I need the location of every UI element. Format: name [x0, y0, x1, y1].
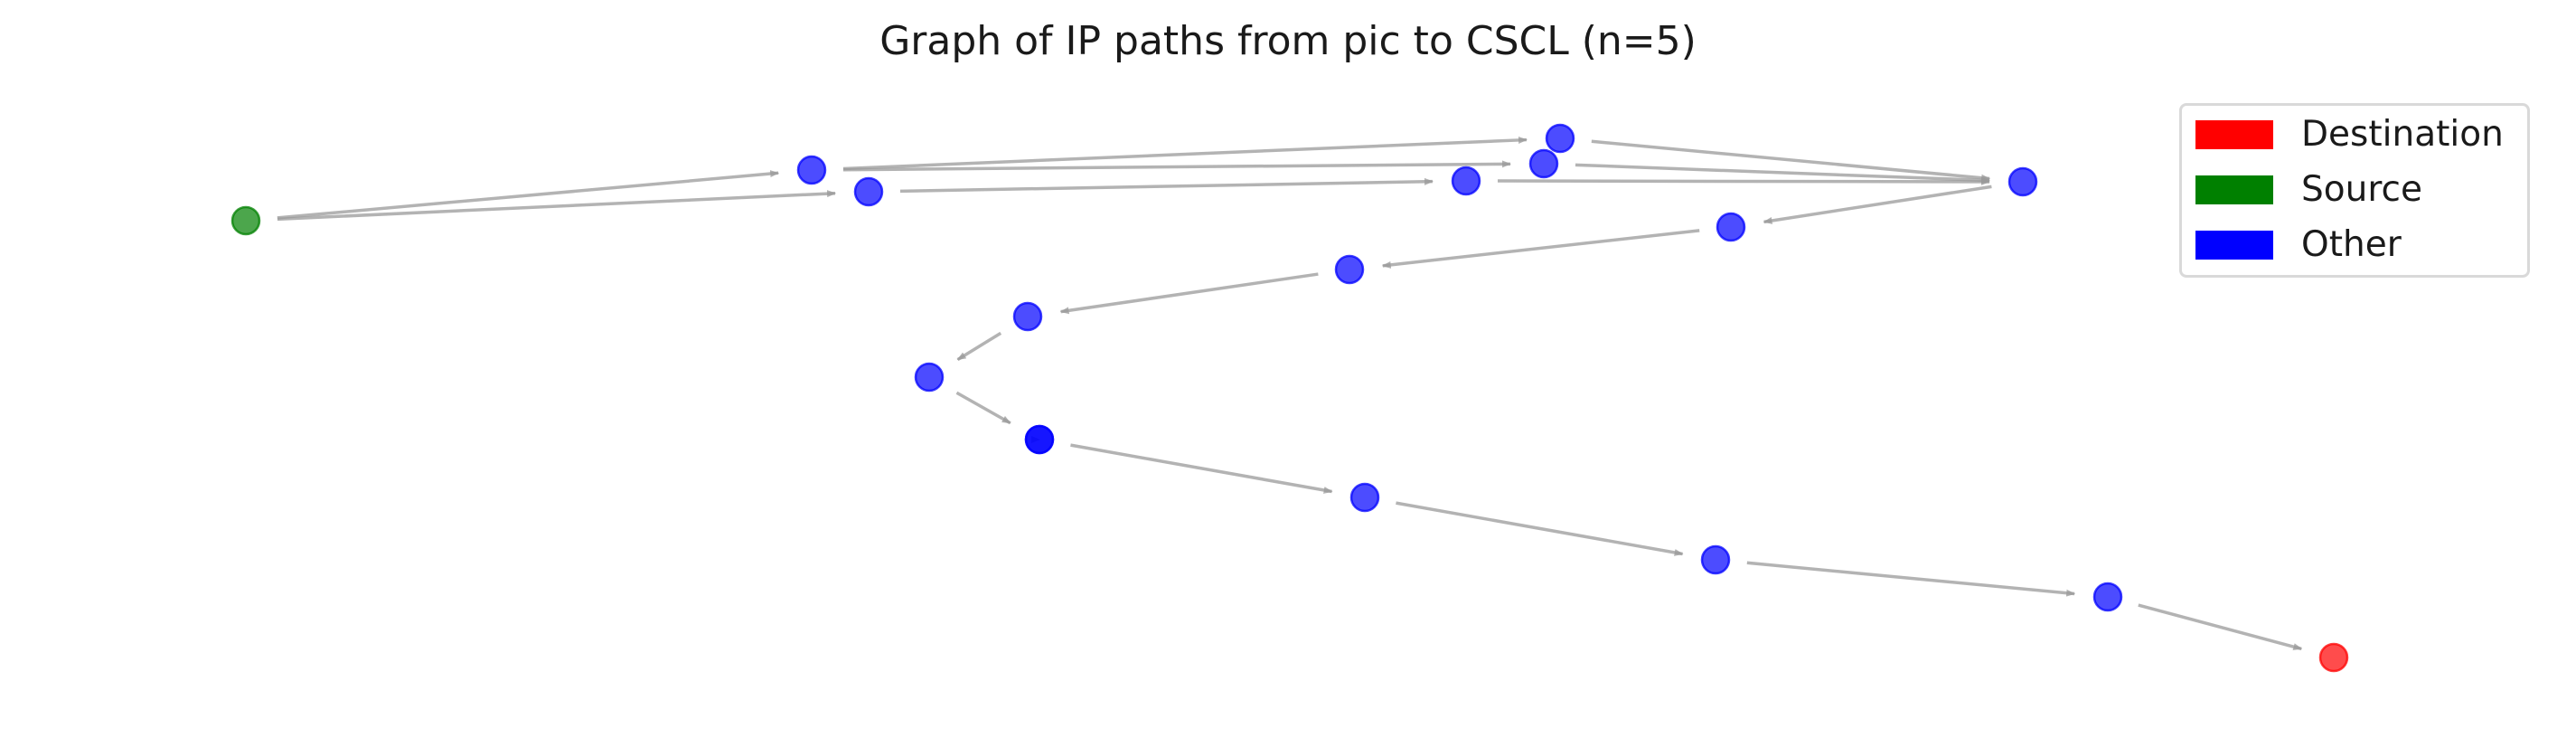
edge-source-to-n1 — [277, 170, 780, 220]
legend-swatch-source — [2195, 175, 2273, 204]
edge-n4-to-n6 — [1575, 163, 1991, 184]
edge-n1-to-n4 — [842, 160, 1512, 172]
node-other-n8 — [1334, 254, 1365, 285]
edge-n3-to-n6 — [1591, 139, 1991, 182]
edge-n14-to-n15 — [1746, 561, 2076, 597]
edge-n1-to-n3 — [842, 136, 1528, 171]
node-other-n6 — [2007, 166, 2038, 197]
edge-source-to-n2 — [277, 190, 837, 222]
legend-label-other: Other — [2301, 224, 2402, 265]
legend-swatch-other — [2195, 231, 2273, 260]
legend-item-destination: Destination — [2182, 115, 2527, 155]
legend-item-source: Source — [2182, 170, 2527, 210]
legend-swatch-destination — [2195, 120, 2273, 149]
node-other-n5 — [1451, 166, 1481, 196]
edge-n6-to-n7 — [1763, 184, 1992, 224]
edge-n7-to-n8 — [1381, 229, 1700, 269]
node-other-n9 — [1012, 301, 1043, 332]
edge-n13-to-n14 — [1396, 501, 1684, 556]
node-other-n15 — [2092, 582, 2123, 612]
node-other-n7 — [1716, 212, 1746, 242]
edge-n2-to-n5 — [899, 177, 1434, 194]
edge-n9-to-n10 — [956, 331, 1002, 362]
legend: Destination Source Other — [2179, 103, 2530, 278]
node-destination — [2318, 642, 2349, 673]
node-other-n4 — [1528, 148, 1559, 179]
legend-label-destination: Destination — [2301, 114, 2504, 155]
node-other-n10 — [914, 362, 945, 393]
legend-label-source: Source — [2301, 169, 2422, 210]
edge-n5-to-n6 — [1497, 177, 1990, 185]
edge-n8-to-n9 — [1059, 272, 1319, 315]
edge-n12-to-n13 — [1070, 443, 1333, 494]
nodes-layer — [230, 123, 2349, 673]
node-other-n13 — [1349, 482, 1380, 513]
edges-layer — [277, 136, 2303, 651]
edge-n10-to-n11 — [955, 391, 1011, 425]
node-other-n2 — [853, 176, 884, 207]
legend-item-other: Other — [2182, 225, 2527, 265]
node-other-n14 — [1700, 544, 1731, 575]
node-other-n3 — [1545, 123, 1575, 154]
node-source — [230, 205, 261, 236]
chart-title: Graph of IP paths from pic to CSCL (n=5) — [879, 18, 1697, 64]
node-other-n1 — [796, 155, 827, 185]
edge-n15-to-destination — [2138, 603, 2303, 651]
node-other-n12 — [1024, 424, 1055, 455]
